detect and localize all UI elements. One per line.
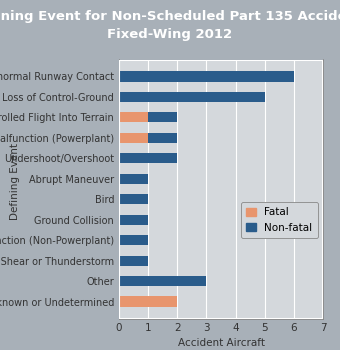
Bar: [148, 133, 177, 143]
Bar: [119, 60, 323, 318]
Bar: [119, 215, 148, 225]
Bar: [119, 153, 177, 163]
Bar: [119, 276, 206, 286]
Bar: [119, 133, 148, 143]
Bar: [119, 71, 294, 82]
X-axis label: Accident Aircraft: Accident Aircraft: [177, 337, 265, 348]
Text: Defining Event for Non-Scheduled Part 135 Accidents
Fixed-Wing 2012: Defining Event for Non-Scheduled Part 13…: [0, 10, 340, 41]
Bar: [119, 256, 148, 266]
Text: Defining Event: Defining Event: [10, 144, 20, 220]
Bar: [119, 174, 148, 184]
Bar: [119, 194, 148, 204]
Bar: [148, 112, 177, 122]
Bar: [119, 92, 265, 102]
Legend: Fatal, Non-fatal: Fatal, Non-fatal: [240, 202, 318, 238]
Bar: [119, 296, 177, 307]
Bar: [119, 112, 148, 122]
Bar: [119, 235, 148, 245]
